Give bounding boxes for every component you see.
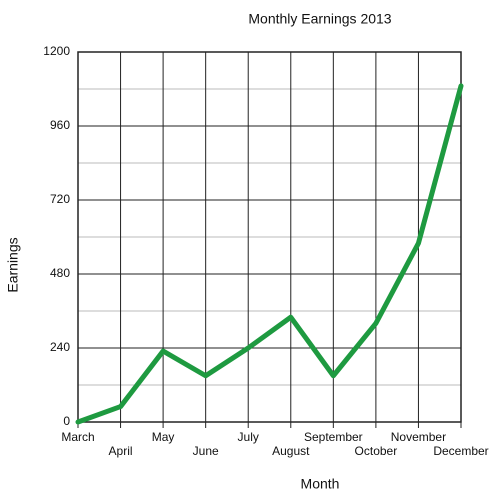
x-axis-label: Month: [301, 476, 340, 492]
plot-border: [77, 51, 462, 423]
x-tick-label: August: [272, 444, 310, 458]
y-axis-label: Earnings: [5, 237, 21, 292]
x-tick-label: May: [152, 430, 175, 444]
line: [75, 83, 464, 425]
x-tick-label: November: [391, 430, 446, 444]
x-tick-label: April: [109, 444, 133, 458]
y-tick-label: 0: [63, 414, 70, 428]
x-tick-label: July: [238, 430, 259, 444]
x-tick-label: October: [355, 444, 398, 458]
chart-title: Monthly Earnings 2013: [248, 11, 391, 27]
x-tick-label: June: [193, 444, 219, 458]
x-tick-label: December: [433, 444, 488, 458]
y-tick-label: 1200: [43, 44, 70, 58]
y-tick-label: 240: [50, 340, 70, 354]
y-tick-label: 480: [50, 266, 70, 280]
x-tick-label: March: [61, 430, 94, 444]
y-tick-label: 960: [50, 118, 70, 132]
y-tick-label: 720: [50, 192, 70, 206]
x-tick-label: September: [304, 430, 363, 444]
